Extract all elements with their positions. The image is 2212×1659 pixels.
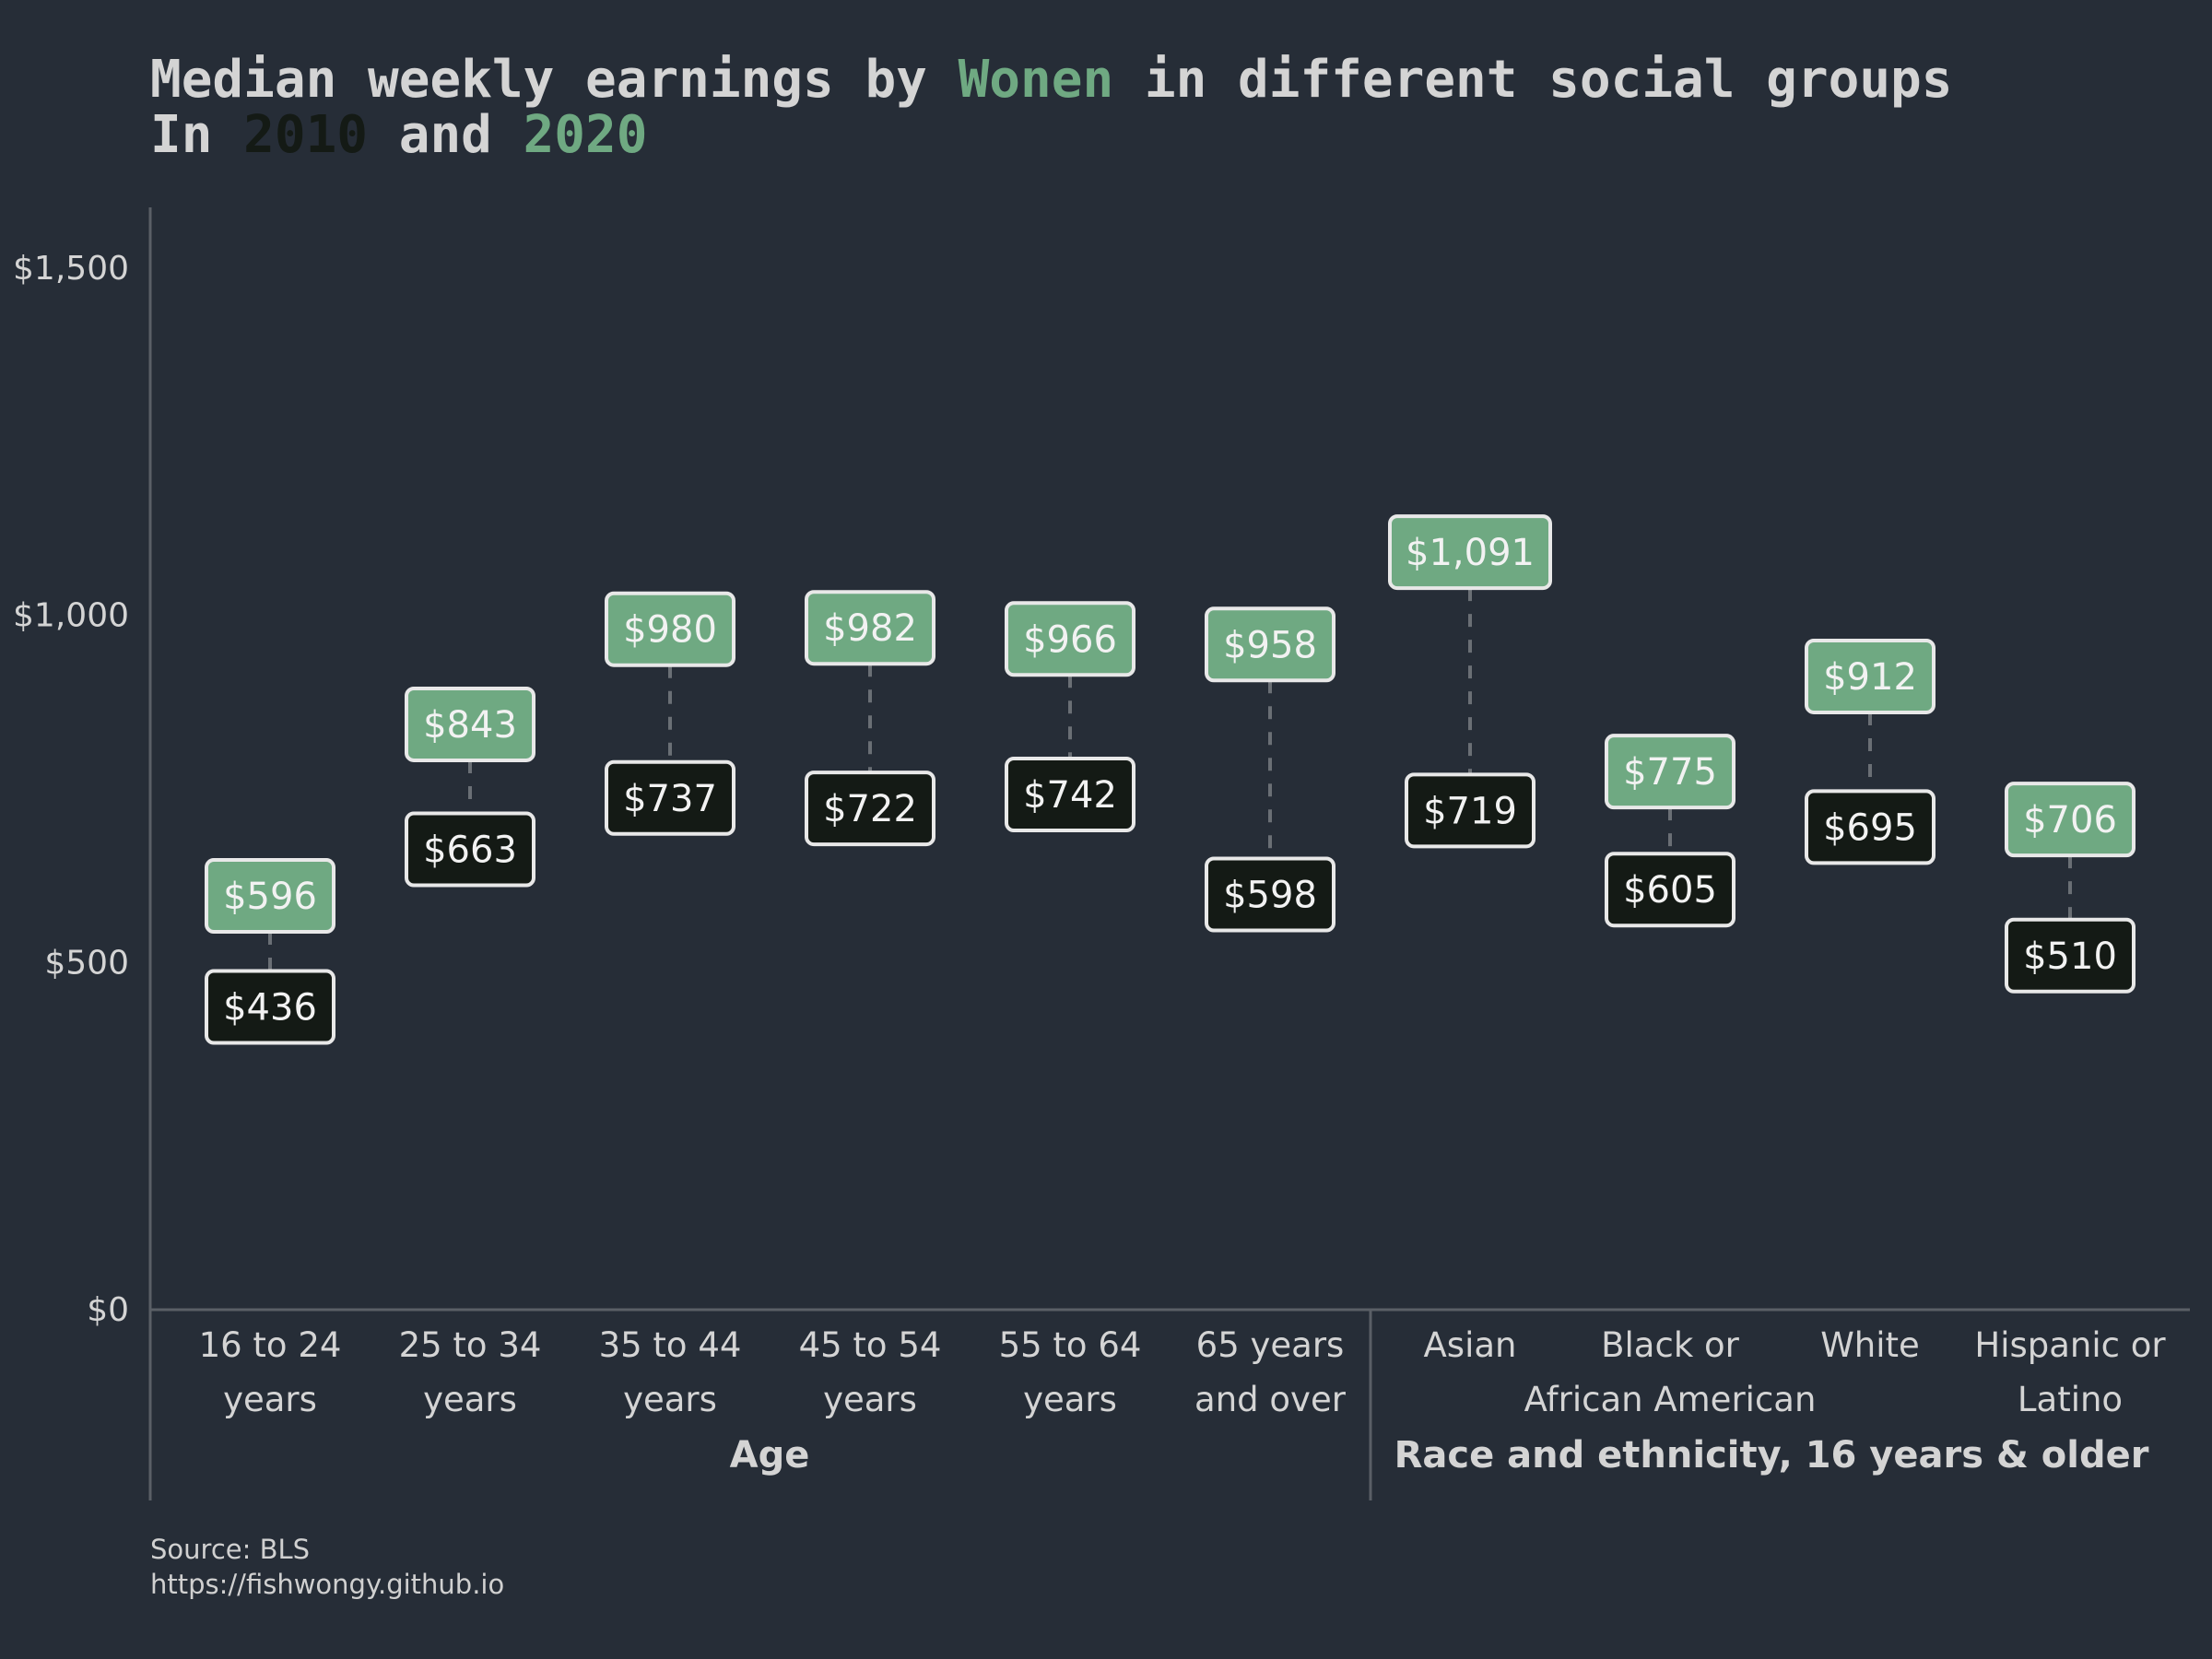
point-2010-box [2005,917,2136,994]
point-2010-box [805,771,935,847]
title-year-2010: 2010 [243,105,369,165]
point-2020-box [205,858,335,935]
y-tick-label: $1,500 [13,250,129,288]
x-tick-label: 65 years [1196,1325,1345,1365]
point-2020-box [805,590,935,666]
point-2010-box [1405,772,1535,849]
title-year-2020: 2020 [523,105,648,165]
source-url: https://fishwongy.github.io [150,1569,505,1600]
source-text: Source: BLS [150,1534,311,1565]
point-2020-label: $980 [623,609,717,652]
x-tick-label: 16 to 24 [199,1325,342,1365]
title-line2-prefix: In [150,105,244,165]
x-tick-label: years [623,1380,717,1419]
y-tick-label: $0 [87,1291,129,1329]
point-2010-box [1005,757,1135,833]
point-2010-label: $510 [2023,935,2117,978]
point-2010-box [205,969,335,1045]
point-2010-box [405,811,535,888]
point-2010-box [1805,789,1936,865]
point-2010-label: $737 [623,778,717,820]
point-2010-label: $722 [823,788,917,830]
x-tick-label: 45 to 54 [799,1325,942,1365]
x-tick-label: 25 to 34 [399,1325,542,1365]
point-2020-label: $982 [823,607,917,650]
point-2010-box [1605,852,1735,928]
x-tick-label: African American [1524,1380,1817,1419]
point-2010-label: $605 [1623,869,1717,912]
point-2010-box [1205,856,1335,933]
point-2010-label: $719 [1423,790,1517,832]
point-2020-box [1388,514,1552,591]
title-prefix: Median weekly earnings by [150,50,959,110]
point-2020-box [1205,606,1335,683]
point-2010-label: $436 [223,987,317,1030]
point-2020-label: $843 [423,704,517,747]
x-tick-label: years [423,1380,517,1419]
point-2020-label: $912 [1823,656,1917,699]
point-2020-label: $596 [223,876,317,918]
point-2020-label: $706 [2023,799,2117,841]
title-line2-middle: and [368,105,524,165]
point-2020-box [1005,601,1135,677]
group-label: Age [730,1434,810,1477]
chart-title-line-1: Median weekly earnings by Wonen in diffe… [150,50,1952,110]
point-2010-label: $695 [1823,806,1917,849]
point-2010-label: $598 [1223,875,1317,917]
point-2020-box [1805,638,1936,714]
chart-title-line-2: In 2010 and 2020 [150,105,647,165]
point-2020-label: $958 [1223,624,1317,666]
point-2010-box [605,759,735,836]
x-tick-label: years [223,1380,317,1419]
title-highlight-women: Wonen [958,50,1114,110]
point-2020-box [2005,782,2136,858]
x-tick-label: 55 to 64 [999,1325,1142,1365]
point-2020-box [1605,734,1735,810]
x-tick-label: 35 to 44 [599,1325,742,1365]
point-2020-box [405,686,535,762]
group-label: Race and ethnicity, 16 years & older [1394,1434,2149,1477]
x-tick-label: Asian [1424,1325,1517,1365]
x-tick-label: Black or [1601,1325,1740,1365]
y-tick-label: $1,000 [13,597,129,635]
point-2020-box [605,591,735,667]
point-2010-label: $663 [423,830,517,872]
x-tick-label: years [823,1380,917,1419]
x-tick-label: and over [1194,1380,1347,1419]
x-tick-label: Hispanic or [1974,1325,2166,1365]
x-tick-label: White [1820,1325,1920,1365]
title-suffix: in different social groups [1113,50,1953,110]
x-tick-label: Latino [2018,1380,2123,1419]
point-2020-label: $775 [1623,751,1717,794]
y-tick-label: $500 [44,944,129,982]
x-tick-label: years [1023,1380,1117,1419]
point-2020-label: $966 [1023,618,1117,661]
point-2020-label: $1,091 [1406,532,1535,574]
point-2010-label: $742 [1023,774,1117,817]
